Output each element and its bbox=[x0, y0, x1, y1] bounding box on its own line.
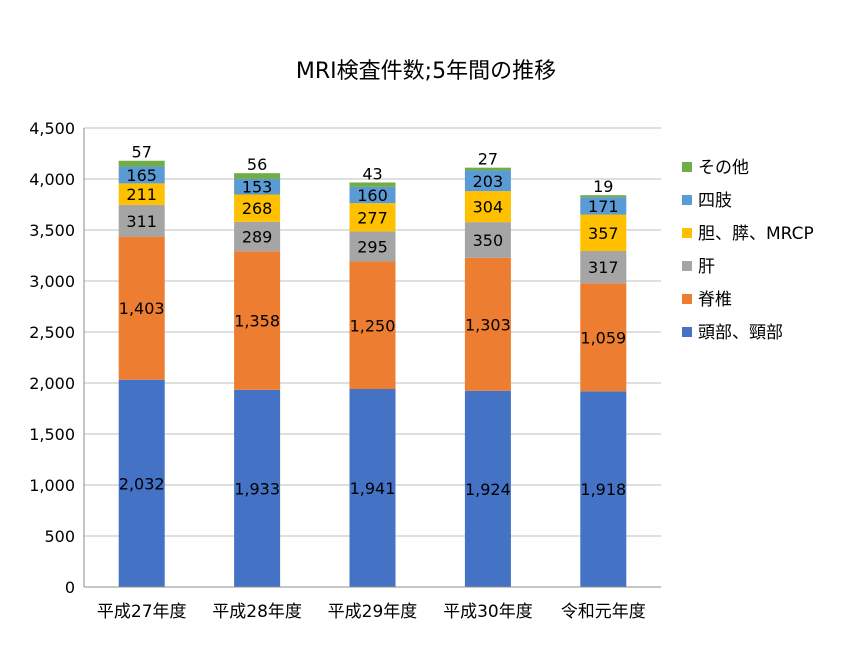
bar-segment bbox=[464, 390, 511, 587]
data-label: 350 bbox=[473, 231, 504, 250]
bar-segment bbox=[464, 257, 511, 391]
data-label: 171 bbox=[588, 197, 619, 216]
bar-segment bbox=[464, 167, 511, 171]
data-label: 1,303 bbox=[465, 315, 511, 334]
bar-segment bbox=[580, 251, 627, 284]
data-label: 27 bbox=[478, 150, 498, 169]
legend-label: 脊椎 bbox=[698, 290, 732, 310]
x-tick-label: 平成28年度 bbox=[212, 602, 302, 622]
data-label: 19 bbox=[593, 177, 613, 196]
y-tick-label: 2,000 bbox=[29, 374, 75, 393]
bar-segment bbox=[349, 182, 396, 187]
data-label: 268 bbox=[242, 199, 273, 218]
bar-segment bbox=[464, 170, 511, 192]
bar-segment bbox=[580, 283, 627, 392]
bar-segment bbox=[349, 186, 396, 204]
legend-label: 頭部、頸部 bbox=[698, 323, 783, 343]
data-label: 2,032 bbox=[119, 474, 165, 493]
data-label: 211 bbox=[126, 185, 157, 204]
bar-segment bbox=[464, 222, 511, 258]
bar-segment bbox=[118, 166, 165, 184]
bar-segment bbox=[580, 214, 627, 252]
data-label: 317 bbox=[588, 258, 619, 277]
data-label: 1,933 bbox=[234, 479, 280, 498]
bar-segment bbox=[118, 183, 165, 205]
data-label: 56 bbox=[247, 155, 267, 174]
bar-segment bbox=[234, 178, 281, 195]
data-label: 203 bbox=[473, 172, 504, 191]
legend-swatch bbox=[682, 195, 692, 205]
legend-swatch bbox=[682, 162, 692, 172]
bar-segment bbox=[234, 251, 281, 390]
data-label: 1,918 bbox=[580, 480, 626, 499]
data-label: 1,059 bbox=[580, 328, 626, 347]
bar-segment bbox=[349, 203, 396, 232]
data-label: 1,403 bbox=[119, 299, 165, 318]
bar-segment bbox=[349, 389, 396, 587]
legend-swatch bbox=[682, 294, 692, 304]
data-label: 304 bbox=[473, 198, 504, 217]
axes: 0 500 1,000 1,500 2,000 2,500 3,000 3,500 4,000 4… bbox=[29, 119, 661, 622]
data-label: 1,358 bbox=[234, 312, 280, 331]
y-tick-label: 0 bbox=[65, 578, 75, 597]
x-tick-label: 令和元年度 bbox=[561, 602, 646, 622]
data-label: 160 bbox=[357, 186, 388, 205]
bars bbox=[118, 160, 627, 587]
bar-segment bbox=[234, 389, 281, 587]
y-tick-label: 3,500 bbox=[29, 221, 75, 240]
data-label: 165 bbox=[126, 166, 157, 185]
y-tick-label: 4,500 bbox=[29, 119, 75, 138]
data-label: 1,924 bbox=[465, 480, 511, 499]
y-tick-label: 4,000 bbox=[29, 170, 75, 189]
chart-title: MRI検査件数;5年間の推移 bbox=[296, 59, 556, 84]
bar-segment bbox=[349, 231, 396, 262]
x-tick-label: 平成30年度 bbox=[443, 602, 533, 622]
legend-label: 肝 bbox=[698, 257, 715, 277]
legend-swatch bbox=[682, 327, 692, 337]
y-tick-label: 500 bbox=[44, 527, 75, 546]
bar-segment bbox=[234, 221, 281, 252]
legend-swatch bbox=[682, 228, 692, 238]
y-tick-label: 2,500 bbox=[29, 323, 75, 342]
data-label: 57 bbox=[132, 143, 152, 162]
data-label: 357 bbox=[588, 224, 619, 243]
data-label: 311 bbox=[126, 212, 157, 231]
bar-segment bbox=[118, 379, 165, 587]
legend-label: 四肢 bbox=[698, 191, 732, 211]
y-tick-label: 1,500 bbox=[29, 425, 75, 444]
bar-segment bbox=[118, 160, 165, 167]
bar-segment bbox=[580, 197, 627, 215]
bar-segment bbox=[580, 195, 627, 198]
x-tick-label: 平成29年度 bbox=[328, 602, 418, 622]
bar-segment bbox=[580, 391, 627, 587]
x-tick-label: 平成27年度 bbox=[97, 602, 187, 622]
data-label: 1,941 bbox=[350, 479, 396, 498]
bar-segment bbox=[118, 204, 165, 237]
bar-segment bbox=[349, 261, 396, 390]
y-tick-label: 1,000 bbox=[29, 476, 75, 495]
bar-segment bbox=[234, 173, 281, 179]
legend-label: その他 bbox=[698, 158, 749, 178]
bar-segment bbox=[118, 236, 165, 380]
data-label: 43 bbox=[362, 164, 382, 183]
data-label: 277 bbox=[357, 208, 388, 227]
data-label: 1,250 bbox=[350, 316, 396, 335]
bar-segment bbox=[464, 191, 511, 223]
y-tick-label: 3,000 bbox=[29, 272, 75, 291]
data-label: 289 bbox=[242, 228, 273, 247]
bar-segment bbox=[234, 194, 281, 222]
data-label: 153 bbox=[242, 178, 273, 197]
legend-label: 胆、膵、MRCP bbox=[698, 224, 814, 244]
legend-swatch bbox=[682, 261, 692, 271]
data-label: 295 bbox=[357, 237, 388, 256]
